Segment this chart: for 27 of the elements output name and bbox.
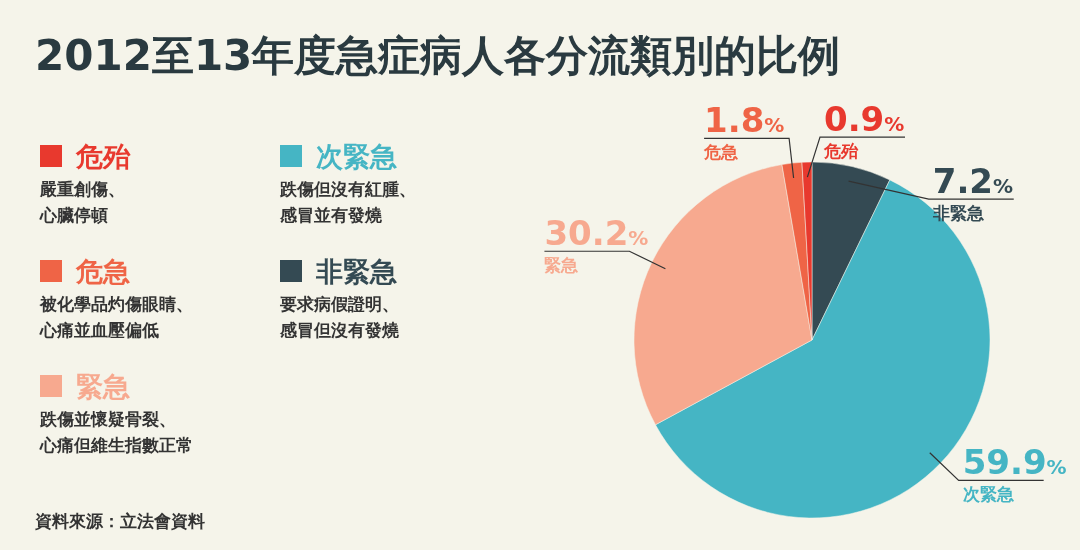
chart-title: 2012至13年度急症病人各分流類別的比例 bbox=[35, 31, 841, 80]
slice-label: 次緊急 bbox=[962, 484, 1015, 505]
text: 跌傷並懷疑骨裂、心痛但維生指數正常 bbox=[39, 409, 193, 455]
text: 要求病假證明、感冒但沒有發燒 bbox=[279, 294, 400, 340]
data-label: 59.9% bbox=[962, 442, 1067, 483]
source-note: 資料來源：立法會資料 bbox=[34, 511, 205, 531]
data-label: 7.2% bbox=[932, 161, 1014, 202]
legend-item: 危急 bbox=[40, 256, 130, 287]
legend-item: 緊急 bbox=[40, 371, 130, 402]
slice-label: 危殆 bbox=[823, 141, 859, 162]
legend-label: 次緊急 bbox=[316, 141, 397, 172]
legend-label: 非緊急 bbox=[315, 256, 397, 287]
text: 跌傷但沒有紅腫、感冒並有發燒 bbox=[279, 179, 416, 225]
data-label: 1.8% bbox=[704, 100, 785, 141]
legend-label: 危急 bbox=[75, 256, 130, 287]
legend-item: 非緊急 bbox=[280, 256, 397, 287]
slice-label: 危急 bbox=[703, 142, 740, 163]
legend-label: 緊急 bbox=[76, 371, 130, 402]
data-label: 30.2% bbox=[544, 213, 649, 254]
legend-item: 次緊急 bbox=[280, 141, 397, 172]
legend-label: 危殆 bbox=[75, 141, 131, 172]
text: 嚴重創傷、心臟停頓 bbox=[39, 179, 125, 225]
legend-item: 危殆 bbox=[40, 141, 130, 172]
slice-label: 緊急 bbox=[544, 255, 580, 276]
data-label: 0.9% bbox=[824, 99, 905, 140]
slice-label: 非緊急 bbox=[931, 203, 985, 224]
text: 被化學品灼傷眼睛、心痛並血壓偏低 bbox=[39, 294, 193, 340]
